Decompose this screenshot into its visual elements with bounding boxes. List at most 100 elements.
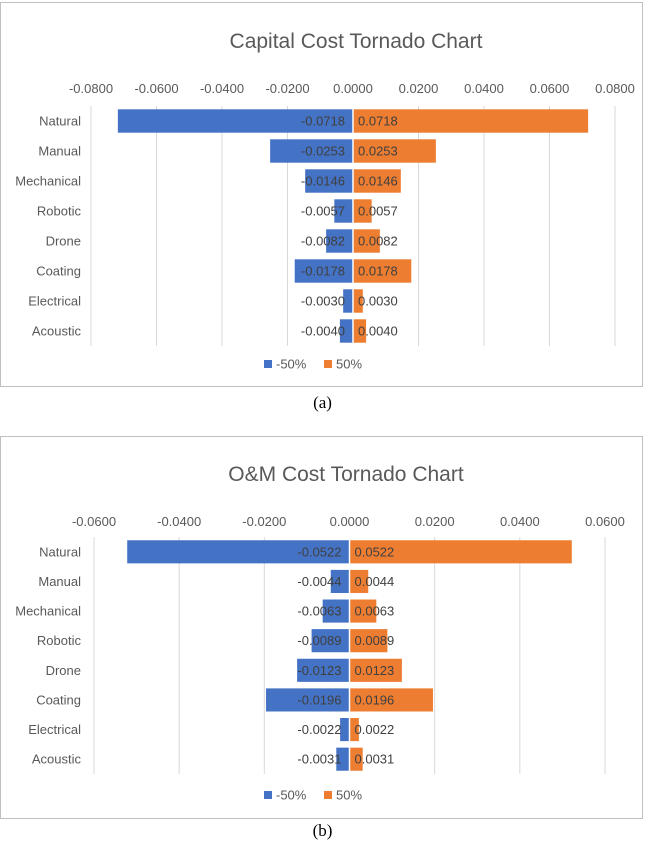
bar-positive	[353, 109, 589, 133]
data-label-negative: -0.0044	[297, 574, 341, 589]
data-label-positive: 0.0123	[355, 663, 395, 678]
legend-label-negative: -50%	[276, 788, 307, 803]
x-tick-label: 0.0000	[330, 514, 370, 529]
x-tick-label: 0.0400	[500, 514, 540, 529]
bar-negative	[294, 259, 353, 283]
bar-positive	[349, 658, 402, 682]
data-label-positive: 0.0718	[358, 114, 398, 129]
bar-negative	[322, 599, 350, 623]
data-label-positive: 0.0063	[355, 604, 395, 619]
data-label-negative: -0.0146	[301, 174, 345, 189]
bar-negative	[336, 747, 350, 771]
x-tick-label: 0.0800	[595, 81, 635, 96]
data-label-positive: 0.0031	[355, 752, 395, 767]
data-label-negative: -0.0522	[297, 544, 341, 559]
category-label: Electrical	[28, 294, 81, 309]
data-label-negative: -0.0178	[301, 264, 345, 279]
data-label-negative: -0.0253	[301, 144, 345, 159]
chart-title: Capital Cost Tornado Chart	[230, 30, 483, 53]
caption-b: (b)	[312, 821, 333, 840]
legend-swatch-positive	[324, 791, 332, 799]
data-label-negative: -0.0030	[301, 294, 345, 309]
x-tick-label: -0.0400	[200, 81, 244, 96]
x-tick-label: -0.0600	[72, 514, 116, 529]
category-label: Drone	[46, 663, 81, 678]
category-label: Manual	[38, 144, 81, 159]
x-tick-label: 0.0600	[530, 81, 570, 96]
bar-positive	[349, 718, 359, 742]
category-label: Acoustic	[32, 752, 82, 767]
category-label: Coating	[36, 692, 81, 707]
chart-panel-a: Capital Cost Tornado Chart -0.0800 -0.0600…	[0, 2, 643, 387]
x-tick-label: 0.0600	[585, 514, 625, 529]
bar-positive	[349, 629, 388, 653]
data-label-positive: 0.0146	[358, 174, 398, 189]
category-label: Electrical	[28, 722, 81, 737]
bar-positive	[353, 319, 367, 343]
legend-label-negative: -50%	[276, 357, 307, 372]
x-tick-label: 0.0400	[464, 81, 504, 96]
legend-swatch-negative	[264, 791, 272, 799]
bar-positive	[349, 688, 433, 712]
category-label: Coating	[36, 264, 81, 279]
category-label: Robotic	[37, 633, 82, 648]
data-label-positive: 0.0044	[355, 574, 395, 589]
capital-cost-chart: Capital Cost Tornado Chart -0.0800 -0.0600…	[15, 30, 635, 372]
bar-positive	[353, 259, 412, 283]
bar-negative	[311, 629, 350, 653]
category-label: Mechanical	[15, 174, 81, 189]
bar-positive	[349, 540, 572, 564]
category-label: Natural	[39, 544, 81, 559]
data-label-negative: -0.0082	[301, 234, 345, 249]
bar-negative	[334, 199, 353, 223]
bar-negative	[343, 289, 353, 313]
data-label-positive: 0.0522	[355, 544, 395, 559]
data-label-positive: 0.0022	[355, 722, 395, 737]
bar-negative	[305, 169, 353, 193]
x-tick-label: 0.0200	[415, 514, 455, 529]
chart-title: O&M Cost Tornado Chart	[228, 463, 464, 486]
data-label-negative: -0.0031	[297, 752, 341, 767]
bar-negative	[127, 540, 350, 564]
bar-negative	[340, 718, 350, 742]
bar-positive	[353, 139, 436, 163]
bar-positive	[353, 229, 380, 253]
bar-negative	[330, 569, 350, 593]
x-tick-label: 0.0200	[399, 81, 439, 96]
bar-positive	[353, 199, 372, 223]
legend-swatch-negative	[264, 360, 272, 368]
data-label-negative: -0.0063	[297, 604, 341, 619]
data-label-positive: 0.0030	[358, 294, 398, 309]
legend-swatch-positive	[324, 360, 332, 368]
bar-negative	[270, 139, 353, 163]
caption-a: (a)	[313, 393, 332, 412]
data-label-negative: -0.0196	[297, 692, 341, 707]
legend-label-positive: 50%	[336, 788, 362, 803]
category-label: Acoustic	[32, 324, 82, 339]
chart-panel-b: O&M Cost Tornado Chart -0.0600 -0.0400 -0.0…	[0, 436, 643, 819]
data-label-negative: -0.0022	[297, 722, 341, 737]
category-label: Drone	[46, 234, 81, 249]
data-label-positive: 0.0040	[358, 324, 398, 339]
bar-positive	[349, 599, 377, 623]
data-label-positive: 0.0253	[358, 144, 398, 159]
bar-negative	[117, 109, 353, 133]
legend-label-positive: 50%	[336, 357, 362, 372]
category-label: Manual	[38, 574, 81, 589]
category-label: Robotic	[37, 204, 82, 219]
x-tick-label: -0.0200	[242, 514, 286, 529]
bar-positive	[353, 169, 401, 193]
category-label: Natural	[39, 114, 81, 129]
data-label-negative: -0.0089	[297, 633, 341, 648]
data-label-negative: -0.0718	[301, 114, 345, 129]
bar-negative	[339, 319, 353, 343]
bar-negative	[326, 229, 353, 253]
category-label: Mechanical	[15, 604, 81, 619]
x-tick-label: -0.0600	[134, 81, 178, 96]
x-tick-label: -0.0200	[265, 81, 309, 96]
om-cost-chart: O&M Cost Tornado Chart -0.0600 -0.0400 -0.0…	[15, 463, 625, 803]
x-tick-label: 0.0000	[333, 81, 373, 96]
bar-positive	[353, 289, 363, 313]
bar-negative	[266, 688, 350, 712]
x-tick-label: -0.0400	[157, 514, 201, 529]
